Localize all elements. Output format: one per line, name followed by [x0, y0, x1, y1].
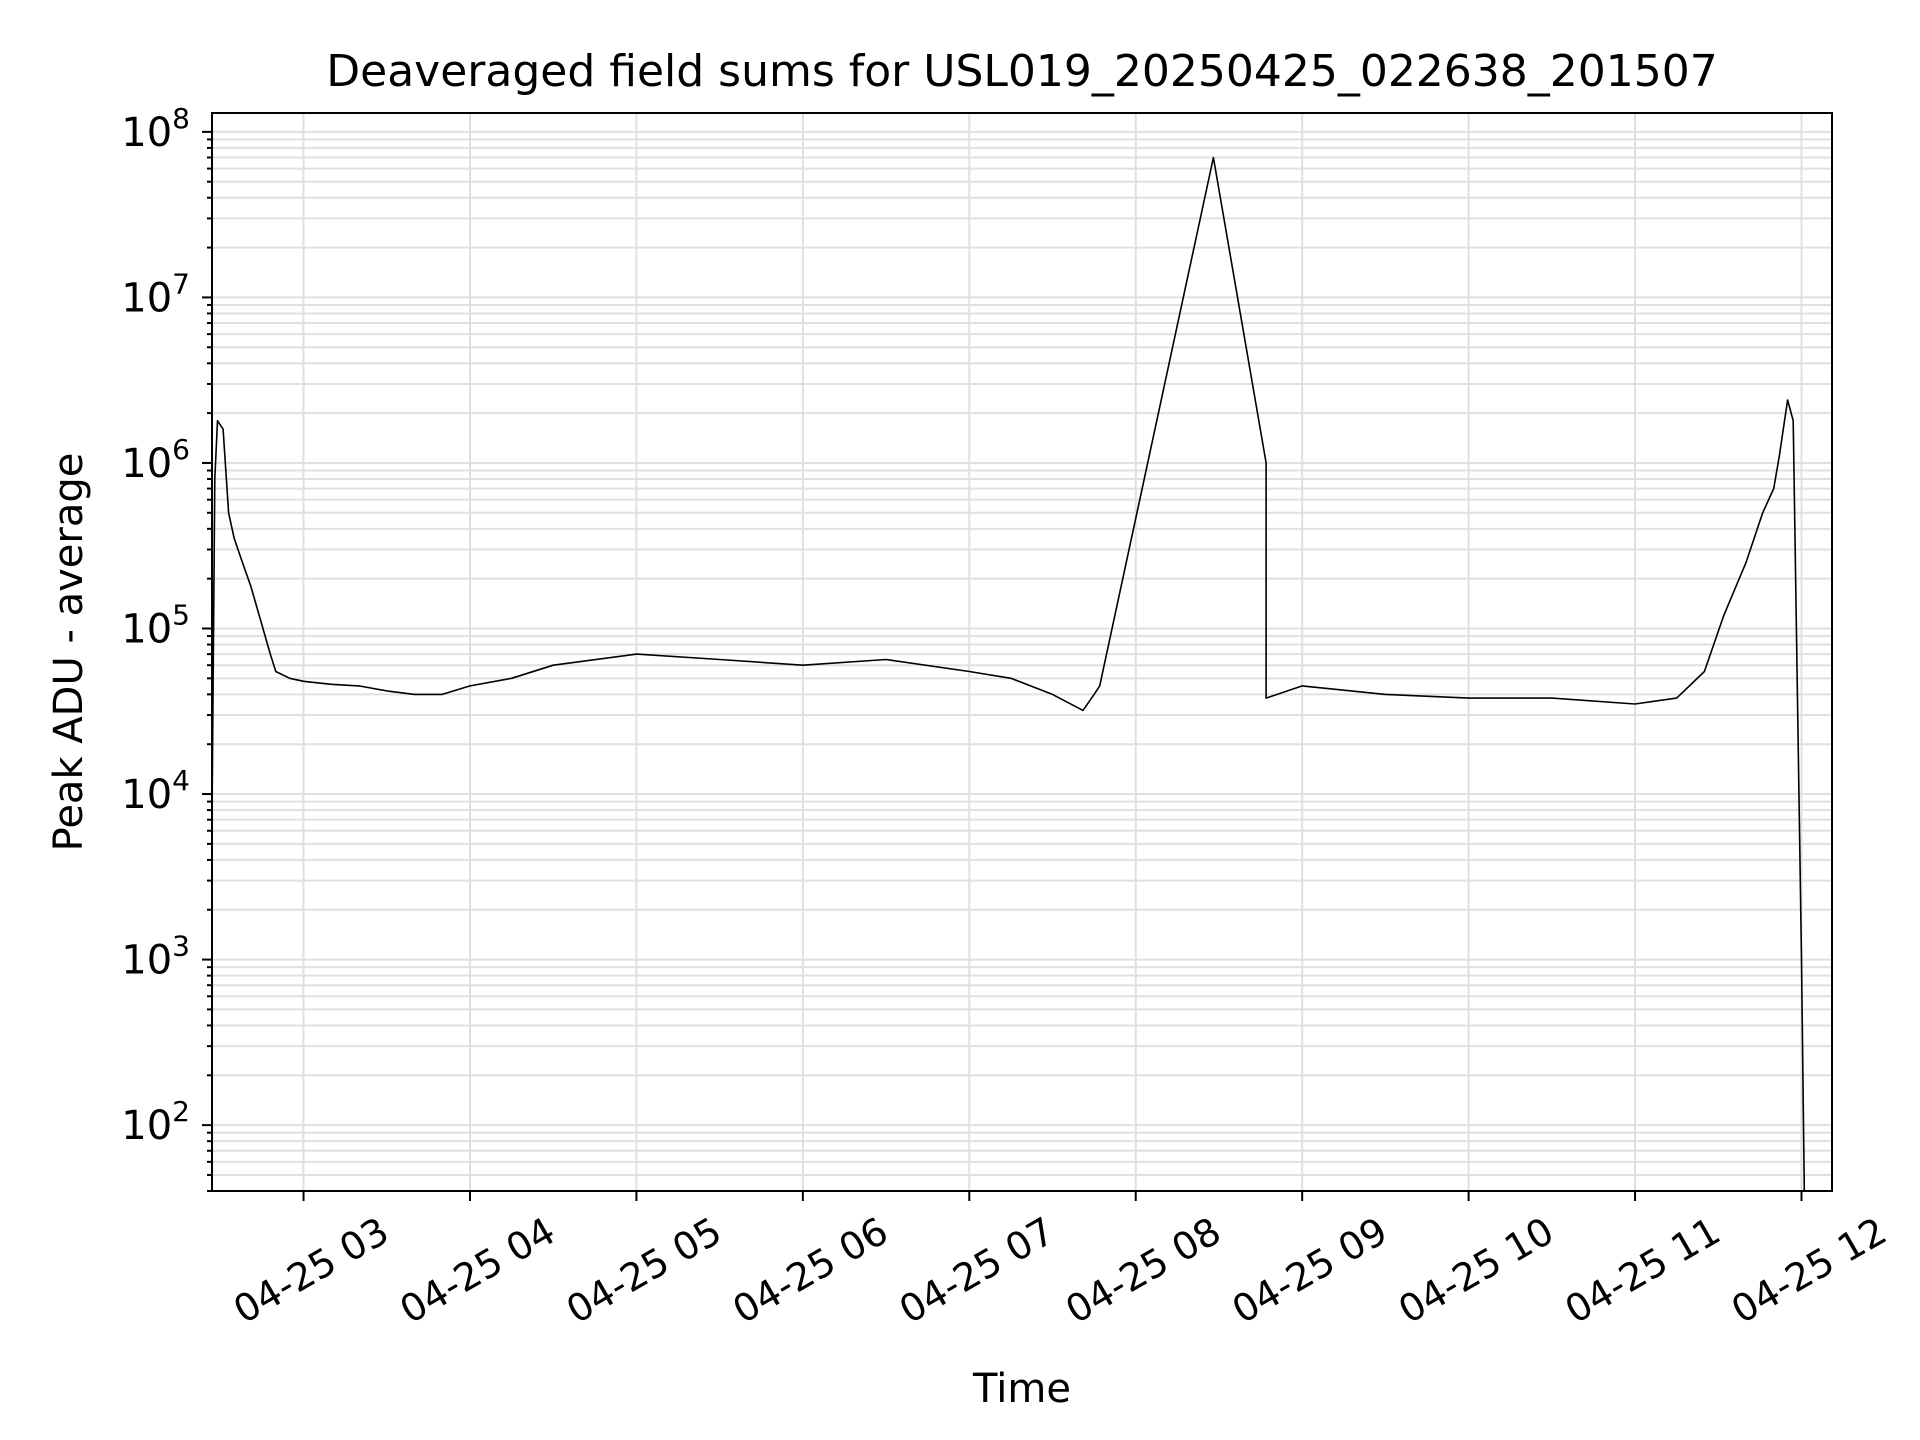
y-tick-label: 104	[121, 764, 190, 818]
chart-title: Deaveraged field sums for USL019_2025042…	[326, 46, 1718, 97]
series-line	[212, 156, 1806, 1191]
y-tick-label: 107	[121, 267, 190, 321]
y-axis: 102 103 104 105 106 107 108	[121, 102, 212, 1192]
x-axis-label: Time	[972, 1366, 1071, 1412]
y-tick-label: 106	[121, 433, 190, 487]
plot-area	[212, 156, 1806, 1191]
y-tick-label: 105	[121, 598, 190, 652]
y-tick-label: 103	[121, 930, 190, 984]
plot-frame	[211, 112, 1833, 1192]
y-axis-label: Peak ADU - average	[46, 453, 92, 852]
grid	[212, 113, 1832, 1192]
y-tick-label: 108	[121, 102, 190, 156]
y-tick-label: 102	[121, 1095, 190, 1149]
